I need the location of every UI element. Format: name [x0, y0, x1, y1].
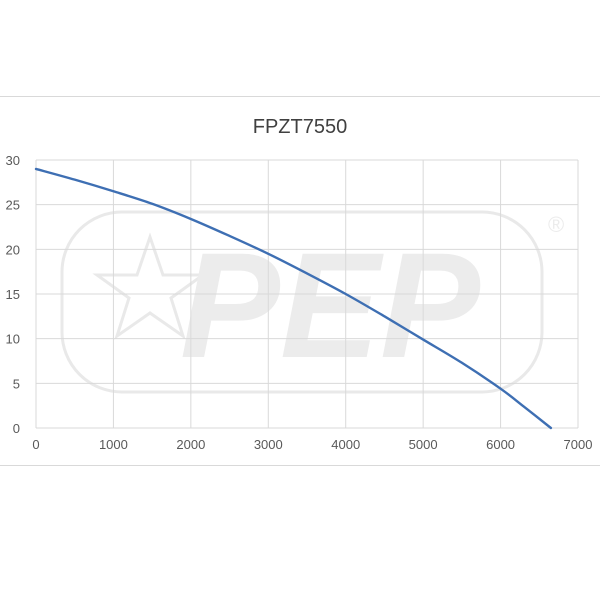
x-tick-label: 0: [32, 437, 39, 452]
gridlines: [35, 159, 579, 429]
y-tick-label: 5: [13, 376, 20, 391]
y-tick-label: 20: [6, 242, 20, 257]
watermark-registered-mark: ®: [548, 212, 564, 237]
x-axis-ticks: 0 1000 2000 3000 4000 5000 6000 7000: [32, 437, 592, 452]
watermark-outline: [60, 210, 544, 394]
y-tick-label: 10: [6, 332, 20, 347]
x-tick-label: 4000: [331, 437, 360, 452]
y-tick-label: 25: [6, 198, 20, 213]
chart-title: FPZT7550: [253, 116, 347, 138]
x-tick-label: 3000: [254, 437, 283, 452]
watermark-logo: PEP ®: [60, 210, 564, 394]
x-tick-label: 5000: [409, 437, 438, 452]
x-tick-label: 2000: [176, 437, 205, 452]
y-tick-label: 0: [13, 421, 20, 436]
chart-frame: PEP ® FPZT7550 0 1000 2000 3000 4000 5000 6000…: [0, 96, 600, 466]
y-tick-label: 15: [6, 287, 20, 302]
x-tick-label: 7000: [564, 437, 593, 452]
watermark-star-icon: [92, 232, 208, 340]
x-tick-label: 6000: [486, 437, 515, 452]
series-layer: [34, 167, 553, 430]
y-tick-label: 30: [6, 153, 20, 168]
y-axis-ticks: 0 5 10 15 20 25 30: [6, 153, 20, 436]
x-tick-label: 1000: [99, 437, 128, 452]
watermark-text: PEP: [180, 221, 481, 389]
series-line: [34, 167, 553, 430]
chart: PEP ® FPZT7550 0 1000 2000 3000 4000 5000 6000…: [6, 116, 593, 452]
